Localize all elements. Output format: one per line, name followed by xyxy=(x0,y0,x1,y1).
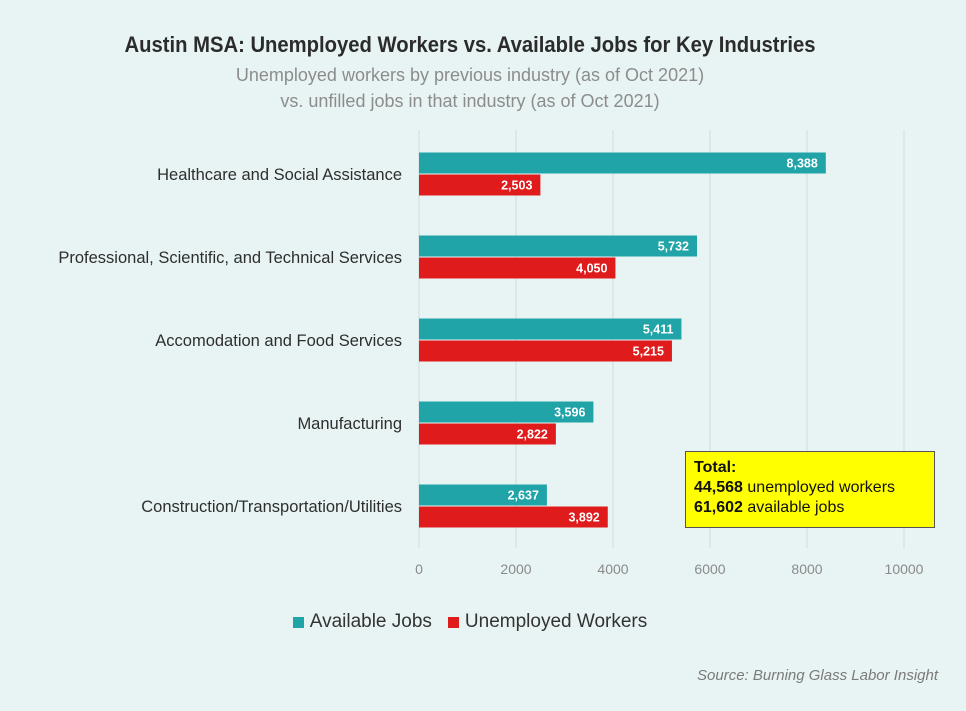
bar-available xyxy=(419,235,698,257)
bar-unemployed xyxy=(419,174,541,196)
data-label: 5,411 xyxy=(643,323,674,337)
bar-available xyxy=(419,318,682,340)
totals-box: Total: 44,568 unemployed workers 61,602 … xyxy=(685,451,935,528)
bar-available xyxy=(419,152,826,174)
chart-subtitle-line1: Unemployed workers by previous industry … xyxy=(235,65,705,85)
legend-swatch-available xyxy=(292,616,304,628)
data-label: 8,388 xyxy=(787,157,818,171)
category-label: Construction/Transportation/Utilities xyxy=(141,498,402,516)
bar-unemployed xyxy=(419,506,608,528)
bar-available xyxy=(419,484,547,506)
totals-unemployed-value: 44,568 xyxy=(694,479,743,496)
legend-label-unemployed: Unemployed Workers xyxy=(464,611,648,632)
bar-available xyxy=(419,401,594,423)
x-tick-label: 4000 xyxy=(597,561,628,577)
data-label: 3,892 xyxy=(568,511,599,525)
data-label: 4,050 xyxy=(576,262,607,276)
x-tick-label: 10000 xyxy=(885,561,924,577)
x-tick-label: 0 xyxy=(415,561,423,577)
x-tick-label: 6000 xyxy=(694,561,725,577)
bar-unemployed xyxy=(419,423,556,445)
legend-swatch-unemployed xyxy=(447,616,459,628)
legend-item-available: Available Jobs xyxy=(292,611,432,633)
data-label: 5,215 xyxy=(633,345,664,359)
category-label: Accomodation and Food Services xyxy=(155,332,402,350)
legend-label-available: Available Jobs xyxy=(309,611,432,632)
category-label: Professional, Scientific, and Technical … xyxy=(58,249,402,267)
bar-unemployed xyxy=(419,340,672,362)
legend-item-unemployed: Unemployed Workers xyxy=(447,611,648,633)
data-label: 2,503 xyxy=(501,179,532,193)
data-label: 3,596 xyxy=(554,406,585,420)
chart-legend: Available Jobs Unemployed Workers xyxy=(0,611,940,633)
data-label: 2,637 xyxy=(508,489,539,503)
chart-subtitle-line2: vs. unfilled jobs in that industry (as o… xyxy=(280,91,660,111)
x-tick-label: 2000 xyxy=(500,561,531,577)
category-label: Healthcare and Social Assistance xyxy=(157,166,402,184)
data-label: 2,822 xyxy=(517,428,548,442)
bar-chart: 0 2000 4000 6000 8000 10000 Healthcare and Soc… xyxy=(58,130,924,577)
totals-heading: Total: xyxy=(694,459,737,476)
totals-unemployed-text: unemployed workers xyxy=(747,479,896,496)
x-tick-label: 8000 xyxy=(791,561,822,577)
totals-available-text: available jobs xyxy=(747,499,845,516)
chart-title: Austin MSA: Unemployed Workers vs. Avail… xyxy=(124,32,816,57)
data-label: 5,732 xyxy=(658,240,689,254)
totals-available-value: 61,602 xyxy=(694,499,743,516)
bar-unemployed xyxy=(419,257,616,279)
source-note: Source: Burning Glass Labor Insight xyxy=(697,667,938,684)
category-label: Manufacturing xyxy=(297,415,402,433)
